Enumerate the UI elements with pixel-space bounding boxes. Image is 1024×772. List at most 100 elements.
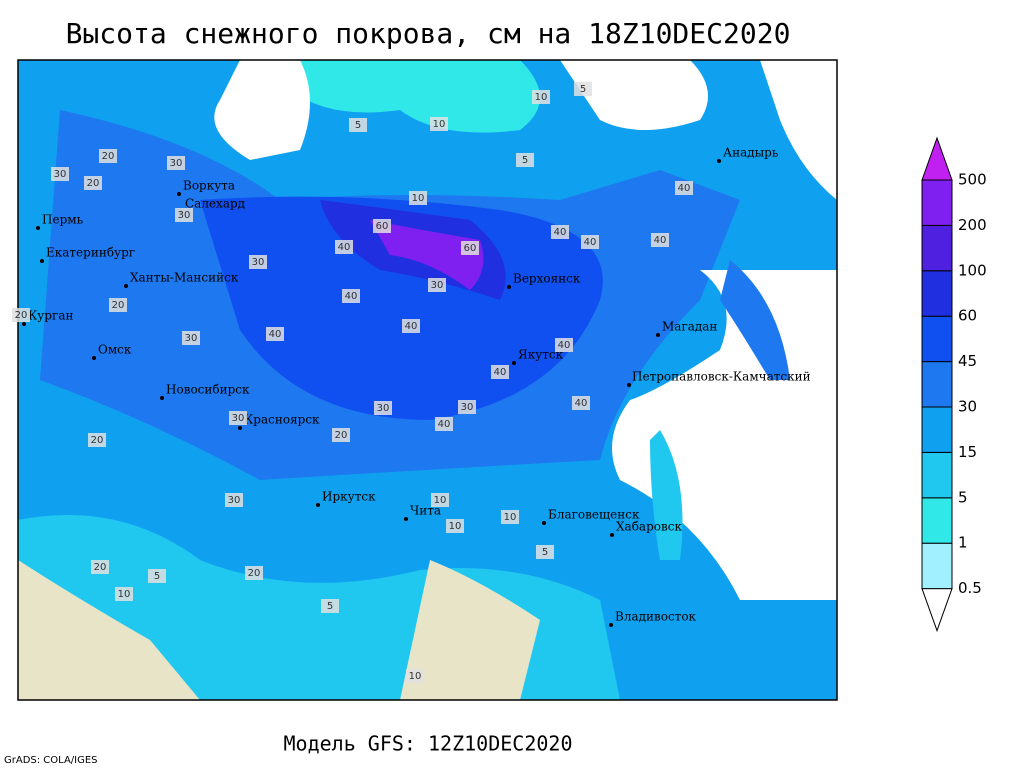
city-dot — [160, 396, 164, 400]
contour-label: 20 — [112, 300, 125, 311]
city-label: Анадырь — [723, 146, 779, 160]
contour-label: 30 — [228, 495, 241, 506]
city-dot — [177, 192, 181, 196]
contour-label-box — [555, 338, 573, 352]
city-label: Владивосток — [615, 610, 697, 624]
map-area — [17, 59, 838, 701]
legend-label: 100 — [958, 261, 987, 279]
contour-label-box — [99, 149, 117, 163]
contour-label-box — [431, 493, 449, 507]
city-dot — [238, 426, 242, 430]
legend-swatch — [921, 542, 953, 590]
contour-label-box — [229, 411, 247, 425]
contour-label: 5 — [542, 547, 548, 558]
contour-label-box — [430, 117, 448, 131]
contour-label-box — [574, 82, 592, 96]
contour-label-box — [516, 153, 534, 167]
legend-label: 200 — [958, 216, 987, 234]
contour-label-box — [342, 289, 360, 303]
contour-label: 20 — [87, 178, 100, 189]
city-label: Благовещенск — [548, 508, 640, 522]
city-label: Иркутск — [322, 490, 376, 504]
contour-label-box — [409, 191, 427, 205]
contour-label: 10 — [434, 495, 447, 506]
city-label: Хабаровск — [616, 520, 682, 534]
contour-label-box — [332, 428, 350, 442]
contour-label: 60 — [376, 221, 389, 232]
contour-label: 10 — [449, 521, 462, 532]
contour-label: 40 — [405, 321, 418, 332]
city-label: Пермь — [42, 213, 84, 227]
contour-label: 20 — [335, 430, 348, 441]
contour-label-box — [182, 331, 200, 345]
contour-label: 30 — [377, 403, 390, 414]
city-label: Омск — [98, 343, 132, 357]
city-dot — [656, 333, 660, 337]
contour-label: 30 — [461, 402, 474, 413]
contour-label: 40 — [678, 183, 691, 194]
city-dot — [316, 503, 320, 507]
contour-label: 5 — [154, 571, 160, 582]
contour-label-box — [435, 417, 453, 431]
contour-label-box — [581, 235, 599, 249]
legend-swatch — [921, 451, 953, 499]
contour-label: 20 — [15, 310, 28, 321]
contour-label-box — [458, 400, 476, 414]
contour-label-box — [446, 519, 464, 533]
contour-label: 20 — [248, 568, 261, 579]
city-dot — [36, 226, 40, 230]
city-dot — [124, 284, 128, 288]
contour-label-box — [501, 510, 519, 524]
legend-label: 5 — [958, 488, 968, 506]
city-dot — [609, 623, 613, 627]
contour-label: 60 — [464, 243, 477, 254]
contour-label: 10 — [118, 589, 131, 600]
contour-label-box — [402, 319, 420, 333]
city-dot — [627, 383, 631, 387]
city-label: Ханты-Мансийск — [130, 271, 239, 285]
city-dot — [92, 356, 96, 360]
contour-label-box — [374, 401, 392, 415]
city-label: Салехард — [185, 197, 245, 211]
city-label: Екатеринбург — [46, 246, 135, 260]
legend-swatch — [921, 179, 953, 226]
legend-swatch — [921, 270, 953, 317]
legend-label: 15 — [958, 443, 977, 461]
contour-label-box — [249, 255, 267, 269]
contour-label: 40 — [584, 237, 597, 248]
contour-labels: 10 5 10 5 5 20 30 20 30 30 40 40 40 60 60 40 40 40 40 30 40 4… — [12, 82, 693, 683]
contour-label: 30 — [232, 413, 245, 424]
contour-label-box — [491, 365, 509, 379]
contour-label-box — [175, 208, 193, 222]
contour-label: 5 — [355, 120, 361, 131]
city-label: Верхоянск — [513, 272, 581, 286]
city-label: Курган — [28, 309, 73, 323]
contour-label: 10 — [409, 671, 422, 682]
title: Высота снежного покрова, см на 18Z10DEC2… — [66, 17, 791, 50]
contour-label-box — [572, 396, 590, 410]
contour-label: 30 — [178, 210, 191, 221]
city-dot — [717, 159, 721, 163]
cities: Пермь Екатеринбург Ханты-Мансийск Курган Омс… — [22, 146, 811, 627]
contour-label: 20 — [94, 562, 107, 573]
city-dot — [404, 517, 408, 521]
contour-label: 10 — [412, 193, 425, 204]
contour-label: 40 — [575, 398, 588, 409]
legend-swatch — [921, 136, 953, 181]
legend-label: 1 — [958, 534, 968, 552]
contour-label-box — [406, 669, 424, 683]
contour-label: 30 — [431, 280, 444, 291]
contour-label: 30 — [185, 333, 198, 344]
contour-label: 40 — [269, 329, 282, 340]
contour-label: 40 — [494, 367, 507, 378]
contour-label-box — [536, 545, 554, 559]
contour-label-box — [167, 156, 185, 170]
contour-label: 30 — [252, 257, 265, 268]
legend-label: 500 — [958, 171, 987, 189]
city-label: Магадан — [662, 320, 717, 334]
contour-label: 30 — [54, 169, 67, 180]
contour-label: 40 — [438, 419, 451, 430]
legend-swatch — [921, 406, 953, 453]
city-label: Новосибирск — [166, 383, 250, 397]
